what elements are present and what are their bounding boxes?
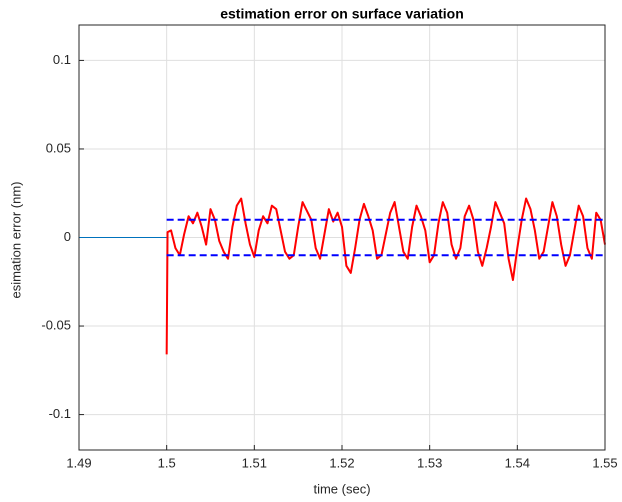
y-tick-label: 0 — [64, 229, 71, 244]
x-tick-label: 1.53 — [417, 455, 442, 470]
y-tick-label: -0.1 — [49, 406, 71, 421]
y-tick-label: 0.05 — [46, 140, 71, 155]
x-tick-label: 1.51 — [242, 455, 267, 470]
plot-frame — [78, 24, 606, 451]
x-tick-label: 1.55 — [592, 455, 617, 470]
chart-title: estimation error on surface variation — [220, 6, 464, 22]
y-tick-label: -0.05 — [41, 317, 71, 332]
data-line — [165, 197, 606, 355]
y-tick-label: 0.1 — [53, 52, 71, 67]
x-tick-label: 1.49 — [66, 455, 91, 470]
x-tick-label: 1.5 — [158, 455, 176, 470]
y-axis-label: esimation error (nm) — [8, 181, 23, 298]
x-tick-label: 1.54 — [505, 455, 530, 470]
x-axis-label: time (sec) — [313, 481, 370, 496]
x-tick-label: 1.52 — [329, 455, 354, 470]
